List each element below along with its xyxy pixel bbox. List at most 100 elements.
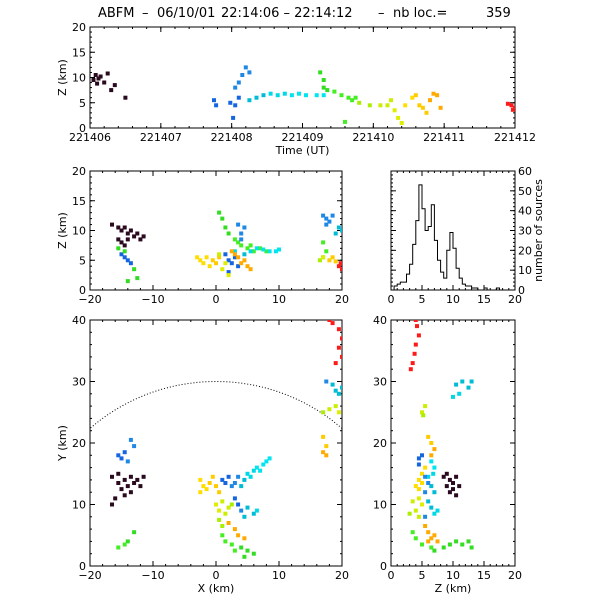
y-tick-label: 40: [72, 314, 86, 327]
source-point: [132, 530, 137, 535]
source-point: [426, 474, 431, 479]
source-point: [251, 551, 256, 556]
source-point: [113, 496, 118, 501]
source-point: [125, 258, 130, 263]
source-point: [248, 243, 253, 248]
source-point: [217, 210, 222, 215]
source-point: [220, 499, 225, 504]
source-point: [454, 382, 459, 387]
source-point: [333, 259, 338, 264]
source-point: [416, 462, 421, 467]
source-point: [122, 249, 127, 254]
source-point: [95, 81, 100, 86]
y-tick-label: 20: [72, 21, 86, 34]
source-point: [232, 249, 237, 254]
source-point: [336, 391, 341, 396]
source-point: [423, 465, 428, 470]
source-point: [321, 410, 326, 415]
y-tick-label: 10: [72, 72, 86, 85]
source-point: [432, 533, 437, 538]
source-point: [261, 93, 266, 98]
y-tick-label: 20: [72, 165, 86, 178]
source-point: [245, 505, 250, 510]
source-point: [217, 517, 222, 522]
source-point: [441, 474, 446, 479]
y-tick-label: 20: [373, 437, 387, 450]
source-point: [220, 267, 225, 272]
source-point: [466, 385, 471, 390]
title-separator-2: –: [378, 6, 385, 21]
source-point: [125, 484, 130, 489]
source-point: [207, 481, 212, 485]
source-point: [420, 481, 424, 485]
source-point: [325, 88, 330, 93]
source-point: [441, 545, 446, 550]
x-tick-label: 15: [477, 569, 491, 582]
title-time-range: 22:14:06 – 22:14:12: [221, 6, 353, 21]
panel-z-vs-time: 221406 221407 221408 221409 221410 221411 2214…: [56, 21, 536, 157]
source-point: [236, 240, 241, 245]
source-point: [423, 474, 428, 479]
source-point: [247, 70, 252, 75]
source-point: [264, 249, 269, 254]
source-point: [116, 545, 121, 550]
source-point: [318, 70, 323, 75]
source-point: [336, 225, 341, 230]
source-point: [119, 252, 124, 257]
source-point: [220, 533, 225, 538]
x-axis-label: X (km): [198, 582, 235, 595]
histogram-step-line: [393, 184, 500, 290]
source-point: [251, 249, 256, 254]
source-point: [324, 216, 329, 221]
source-point: [431, 471, 436, 476]
source-point: [245, 264, 250, 269]
x-tick-label: 20: [335, 569, 349, 582]
source-point: [340, 354, 342, 359]
x-tick-label: 10: [446, 569, 460, 582]
source-point: [321, 93, 326, 98]
source-point: [429, 545, 434, 550]
source-point: [236, 255, 241, 260]
source-point: [420, 453, 424, 458]
source-point: [239, 484, 244, 489]
source-point: [304, 93, 308, 98]
source-point: [416, 333, 421, 338]
source-point: [245, 246, 250, 251]
source-point: [258, 246, 263, 251]
source-point: [248, 249, 253, 254]
source-point: [378, 103, 383, 108]
source-point: [201, 484, 206, 489]
title-count: 359: [486, 6, 511, 21]
source-point: [93, 73, 98, 77]
source-point: [236, 533, 241, 538]
source-point: [125, 459, 130, 464]
source-point: [403, 103, 408, 108]
source-point: [251, 468, 256, 473]
source-point: [204, 487, 209, 492]
x-axis-label: Z (km): [435, 582, 472, 595]
source-point: [105, 71, 110, 76]
source-point: [128, 228, 133, 233]
source-point: [324, 249, 329, 254]
title-separator-1: –: [142, 6, 149, 21]
y-tick-label: 60: [518, 165, 532, 178]
source-point: [232, 481, 237, 485]
source-point: [410, 499, 415, 504]
source-point: [435, 539, 440, 544]
source-point: [454, 493, 459, 498]
source-point: [420, 542, 424, 547]
x-tick-label: 0: [388, 569, 395, 582]
source-point: [226, 231, 231, 236]
source-point: [122, 542, 127, 547]
x-tick-label: 15: [477, 293, 491, 306]
source-point: [451, 481, 455, 485]
plot-area: [90, 320, 342, 559]
source-point: [460, 542, 465, 547]
source-point: [510, 107, 515, 112]
source-point: [210, 258, 215, 263]
source-point: [239, 237, 244, 242]
source-point: [132, 444, 137, 449]
source-point: [242, 554, 247, 559]
source-point: [469, 545, 474, 550]
